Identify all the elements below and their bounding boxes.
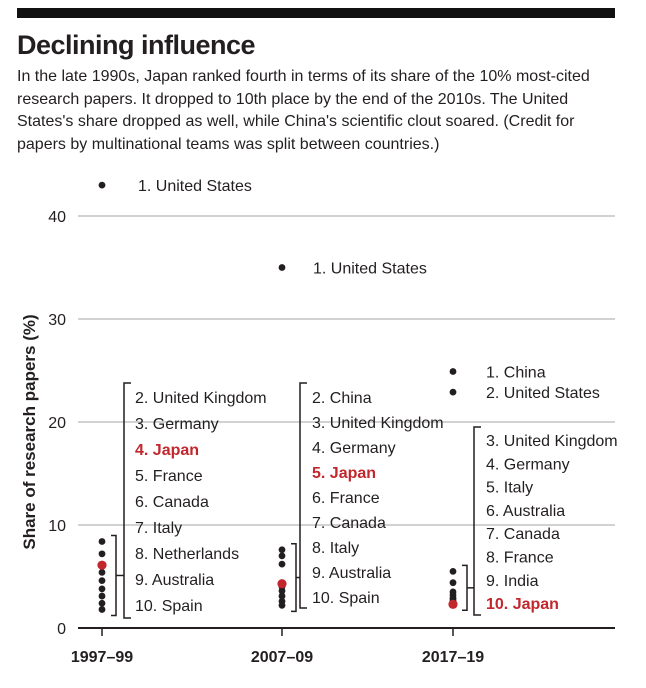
rank-label: 1. United States	[138, 178, 252, 195]
rank-label: 2. United States	[486, 385, 600, 402]
rank-label: 2. China	[312, 390, 372, 407]
rank-label: 7. Italy	[135, 520, 182, 537]
data-point-germany	[449, 579, 457, 587]
data-point-germany	[278, 560, 286, 568]
data-point-united-states	[98, 181, 106, 189]
rank-label: 10. Spain	[312, 590, 380, 607]
rank-label: 7. Canada	[312, 515, 386, 532]
rank-label-highlight: 5. Japan	[312, 465, 376, 482]
x-tick-label: 2017–19	[422, 649, 484, 666]
rank-label: 8. Italy	[312, 540, 359, 557]
rank-label: 9. Australia	[135, 572, 214, 589]
data-point-united-states	[278, 264, 286, 271]
data-point-italy	[98, 585, 106, 593]
rank-label: 6. Australia	[486, 503, 565, 520]
data-point-spain	[98, 606, 106, 613]
rank-label: 3. United Kingdom	[312, 415, 444, 432]
data-point-japan	[277, 579, 287, 589]
data-point-japan	[97, 560, 107, 570]
data-point-italy	[278, 592, 286, 600]
y-tick-label: 30	[48, 312, 66, 329]
rank-label-highlight: 10. Japan	[486, 596, 559, 613]
rank-label: 5. France	[135, 468, 203, 485]
data-point-japan	[448, 599, 458, 609]
rank-label: 8. Netherlands	[135, 546, 239, 563]
data-point-canada	[278, 587, 286, 595]
data-point-netherlands	[98, 592, 106, 600]
rank-label: 7. Canada	[486, 526, 560, 543]
data-point-france	[98, 568, 106, 576]
y-tick-label: 0	[57, 621, 66, 638]
rank-label: 1. China	[486, 365, 546, 382]
data-point-china	[278, 546, 286, 554]
top-rule	[17, 8, 615, 18]
data-point-germany	[98, 550, 106, 558]
rank-label: 9. India	[486, 573, 539, 590]
rank-label: 10. Spain	[135, 598, 203, 615]
rank-label: 6. France	[312, 490, 380, 507]
rank-label: 5. Italy	[486, 480, 533, 497]
rank-label: 9. Australia	[312, 565, 391, 582]
y-axis-label: Share of research papers (%)	[20, 314, 39, 549]
label-bracket	[473, 426, 481, 616]
dot-bracket	[462, 564, 468, 612]
rank-label: 4. Germany	[312, 440, 396, 457]
data-point-australia	[98, 599, 106, 607]
x-tick-label: 2007–09	[251, 649, 313, 666]
data-point-canada	[98, 577, 106, 585]
chart-subtitle: In the late 1990s, Japan ranked fourth i…	[17, 68, 590, 153]
data-point-united-kingdom	[278, 552, 286, 560]
rank-label: 1. United States	[313, 261, 427, 278]
data-point-spain	[278, 601, 286, 609]
rank-label: 8. France	[486, 550, 554, 567]
chart-title: Declining influence	[17, 30, 256, 60]
y-tick-label: 10	[48, 518, 66, 535]
data-point-united-kingdom	[98, 538, 106, 545]
y-tick-label: 20	[48, 415, 66, 432]
dot-bracket	[111, 534, 117, 617]
label-bracket	[123, 382, 131, 619]
rank-label: 2. United Kingdom	[135, 390, 267, 407]
label-bracket	[299, 382, 307, 609]
data-point-united-states	[449, 388, 457, 396]
rank-label: 3. Germany	[135, 416, 219, 433]
dot-bracket	[291, 542, 297, 613]
y-tick-label: 40	[48, 209, 66, 226]
rank-label-highlight: 4. Japan	[135, 442, 199, 459]
data-point-united-kingdom	[449, 567, 457, 575]
data-point-china	[449, 368, 457, 375]
rank-label: 6. Canada	[135, 494, 209, 511]
x-tick-label: 1997–99	[71, 649, 133, 666]
rank-label: 3. United Kingdom	[486, 433, 618, 450]
rank-label: 4. Germany	[486, 456, 570, 473]
